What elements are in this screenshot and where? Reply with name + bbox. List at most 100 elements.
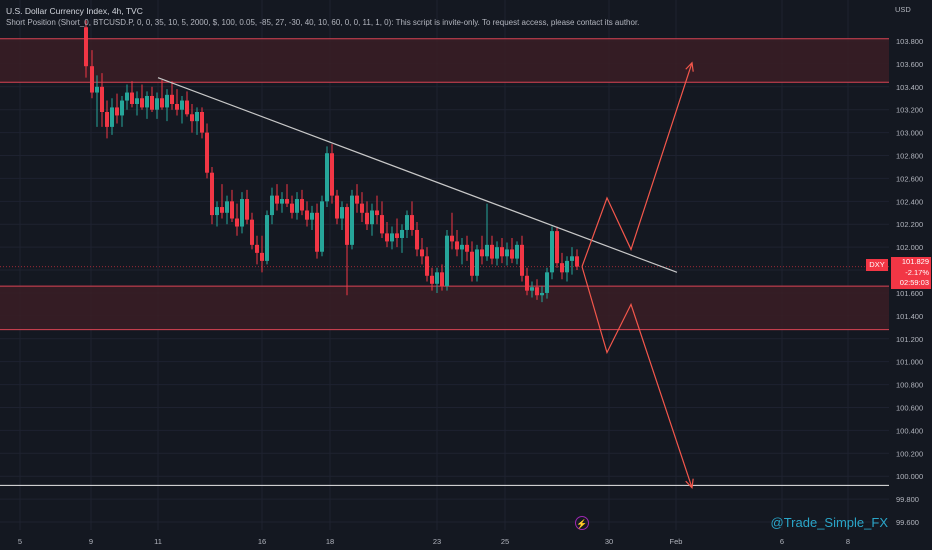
candle-body: [220, 207, 224, 213]
price-tick-label: 100.800: [896, 381, 923, 390]
candle-body: [295, 199, 299, 213]
candle-body: [225, 201, 229, 213]
candle-body: [460, 244, 464, 250]
candle-body: [415, 229, 419, 250]
projection-down[interactable]: [581, 266, 693, 488]
candle-body: [275, 195, 279, 204]
candle-body: [395, 233, 399, 238]
candle-body: [425, 256, 429, 276]
candle-body: [185, 100, 189, 115]
candle-body: [245, 199, 249, 220]
candle-body: [530, 287, 534, 291]
lightning-icon[interactable]: ⚡: [575, 516, 589, 530]
candle-body: [355, 195, 359, 204]
bar-countdown: 02:59:03: [899, 278, 929, 287]
candle-body: [310, 212, 314, 220]
price-tick-label: 103.800: [896, 37, 923, 46]
time-tick-label: 30: [605, 537, 613, 546]
candle-body: [385, 233, 389, 242]
candle-body: [445, 235, 449, 287]
symbol-tag: DXY: [866, 259, 888, 271]
candle-body: [400, 229, 404, 238]
time-tick-label: 5: [18, 537, 22, 546]
price-tick-label: 103.000: [896, 129, 923, 138]
candle-body: [265, 215, 269, 261]
candle-body: [435, 272, 439, 284]
price-tick-label: 100.600: [896, 403, 923, 412]
candle-body: [140, 98, 144, 108]
support-zone[interactable]: [0, 286, 889, 330]
time-tick-label: 6: [780, 537, 784, 546]
watermark: @Trade_Simple_FX: [770, 515, 888, 530]
price-tick-label: 101.400: [896, 312, 923, 321]
candle-body: [135, 98, 139, 104]
candle-body: [570, 256, 574, 261]
candle-body: [105, 112, 109, 127]
candle-body: [125, 92, 129, 101]
candle-body: [500, 247, 504, 257]
indicator-label[interactable]: Short Position (Short_0, BTCUSD.P, 0, 0,…: [6, 18, 640, 27]
price-tick-label: 100.000: [896, 472, 923, 481]
candle-body: [495, 247, 499, 259]
current-price-badge: 101.829 -2.17% 02:59:03: [891, 257, 931, 289]
candle-body: [120, 100, 124, 116]
candle-body: [255, 244, 259, 253]
candle-body: [550, 231, 554, 273]
current-price: 101.829: [901, 257, 929, 266]
candle-body: [150, 95, 154, 110]
candle-body: [380, 215, 384, 234]
candle-body: [465, 244, 469, 252]
candle-body: [280, 199, 284, 204]
trendline[interactable]: [157, 77, 678, 273]
candle-body: [410, 215, 414, 230]
price-tick-label: 100.400: [896, 426, 923, 435]
currency-label[interactable]: USD: [895, 5, 911, 14]
candle-body: [390, 233, 394, 242]
candle-body: [100, 86, 104, 113]
price-tick-label: 102.000: [896, 243, 923, 252]
candle-body: [90, 66, 94, 93]
price-tick-label: 101.600: [896, 289, 923, 298]
candle-body: [430, 275, 434, 284]
candle-body: [260, 252, 264, 261]
candle-body: [440, 272, 444, 287]
candle-body: [270, 195, 274, 216]
candle-body: [345, 207, 349, 245]
price-tick-label: 102.600: [896, 174, 923, 183]
candle-body: [240, 199, 244, 227]
candle-body: [180, 100, 184, 110]
candle-body: [325, 153, 329, 202]
price-tick-label: 103.200: [896, 106, 923, 115]
time-tick-label: 18: [326, 537, 334, 546]
projection-down-arrowhead: [685, 478, 694, 489]
projection-up[interactable]: [581, 62, 693, 267]
candle-body: [200, 112, 204, 133]
resistance-zone[interactable]: [0, 38, 889, 83]
time-tick-label: Feb: [670, 537, 683, 546]
time-tick-label: 16: [258, 537, 266, 546]
candle-body: [340, 207, 344, 219]
candle-body: [405, 215, 409, 230]
candle-body: [215, 207, 219, 216]
chart-title[interactable]: U.S. Dollar Currency Index, 4h, TVC: [6, 6, 143, 16]
candle-body: [540, 292, 544, 296]
candle-body: [195, 112, 199, 122]
price-tick-label: 103.400: [896, 83, 923, 92]
price-tick-label: 103.600: [896, 60, 923, 69]
candle-body: [535, 287, 539, 296]
candle-body: [205, 132, 209, 173]
candle-body: [565, 260, 569, 273]
time-axis[interactable]: [0, 530, 889, 550]
candle-body: [420, 249, 424, 257]
candle-body: [330, 153, 334, 196]
candle-body: [360, 203, 364, 213]
candle-body: [175, 103, 179, 110]
candle-body: [490, 244, 494, 259]
time-tick-label: 25: [501, 537, 509, 546]
candle-body: [170, 94, 174, 104]
candle-body: [190, 114, 194, 122]
candle-body: [370, 210, 374, 225]
candle-body: [210, 172, 214, 216]
